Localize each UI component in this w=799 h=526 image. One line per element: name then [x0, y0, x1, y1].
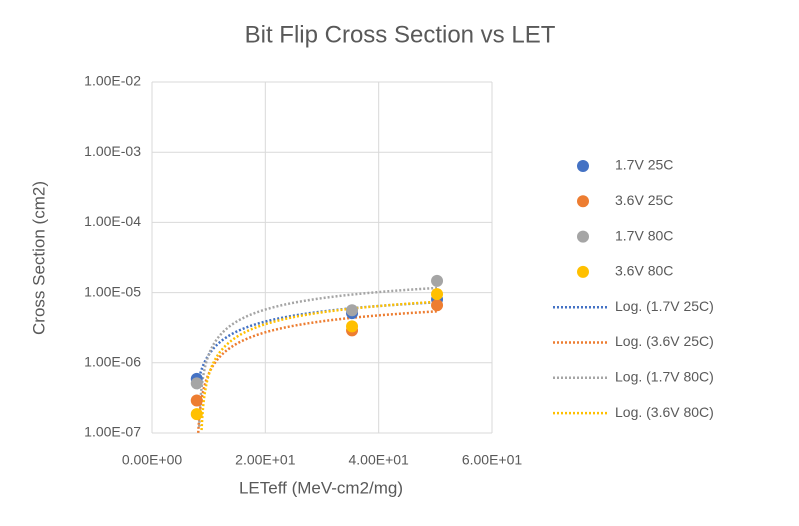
y-tick-label: 1.00E-04: [84, 213, 141, 229]
x-tick-label: 0.00E+00: [122, 452, 183, 468]
legend-marker: [577, 160, 589, 172]
legend-marker: [577, 230, 589, 243]
point: [431, 274, 444, 287]
point: [190, 408, 203, 421]
y-tick-label: 1.00E-02: [84, 73, 141, 89]
y-tick-label: 1.00E-07: [84, 424, 141, 440]
legend: 1.7V 25C 3.6V 25C 1.7V 80C 3.6V 80C Log. (1.…: [553, 157, 714, 420]
legend-label: 3.6V 80C: [615, 263, 673, 279]
x-tick-label: 4.00E+01: [348, 452, 409, 468]
legend-label: 1.7V 80C: [615, 227, 673, 243]
legend-label: Log. (3.6V 80C): [615, 404, 714, 420]
x-tick-label: 6.00E+01: [462, 452, 523, 468]
trendline: [200, 300, 438, 431]
y-tick-label: 1.00E-06: [84, 354, 141, 370]
point: [190, 394, 203, 407]
legend-label: Log. (3.6V 25C): [615, 333, 714, 349]
grid: 1.00E-07 1.00E-06 1.00E-05 1.00E-04 1.00E-03…: [84, 73, 522, 468]
chart-title: Bit Flip Cross Section vs LET: [245, 21, 556, 48]
legend-label: Log. (1.7V 25C): [615, 298, 714, 314]
y-tick-label: 1.00E-05: [84, 283, 141, 299]
legend-label: 1.7V 25C: [615, 157, 673, 173]
trendline: [196, 310, 438, 433]
point: [431, 288, 444, 301]
legend-marker: [577, 195, 589, 208]
x-tick-label: 2.00E+01: [235, 452, 296, 468]
point: [346, 304, 359, 317]
legend-marker: [577, 265, 589, 278]
x-axis-title: LETeff (MeV-cm2/mg): [239, 478, 403, 497]
y-tick-label: 1.00E-03: [84, 143, 141, 159]
legend-label: Log. (1.7V 80C): [615, 369, 714, 385]
point: [190, 377, 203, 390]
point: [346, 320, 359, 333]
points: [190, 274, 444, 421]
y-axis-title: Cross Section (cm2): [29, 181, 48, 335]
legend-label: 3.6V 25C: [615, 192, 673, 208]
point: [431, 299, 444, 312]
trendlines: [195, 286, 438, 433]
